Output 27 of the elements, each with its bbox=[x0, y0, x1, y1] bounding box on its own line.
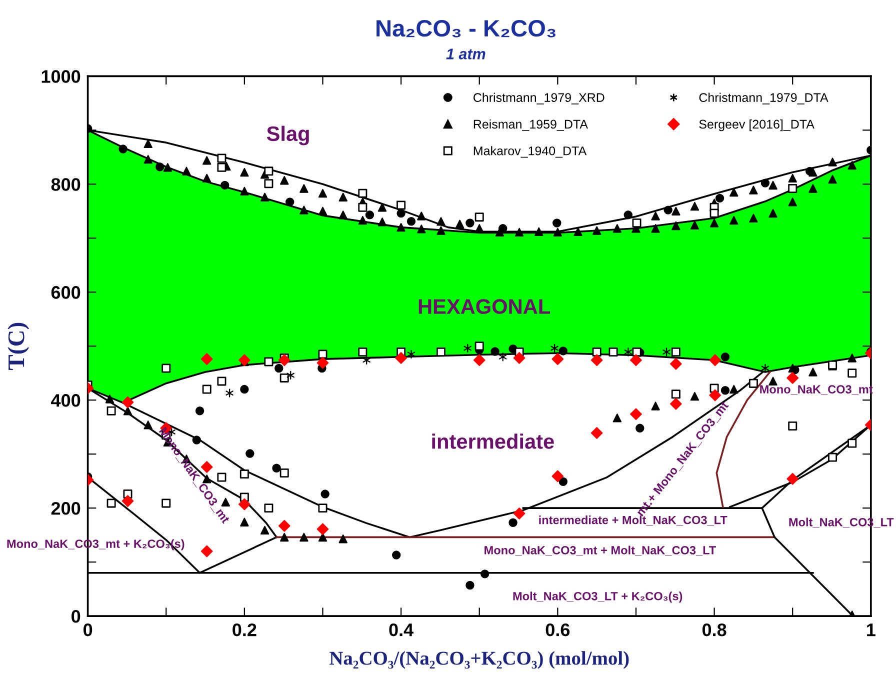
legend-label: Makarov_1940_DTA bbox=[474, 146, 587, 158]
annotation: Mono_NaK_CO3_mt + Molt_NaK_CO3_LT bbox=[484, 546, 716, 556]
chart-subtitle: 1 atm bbox=[446, 48, 486, 60]
legend-label: Sergeev [2016]_DTA bbox=[699, 119, 814, 132]
legend-label: Reisman_1959_DTA bbox=[474, 119, 588, 132]
x-tick-label: 0.8 bbox=[702, 623, 726, 636]
y-tick-label: 400 bbox=[51, 394, 80, 407]
annotation: Slag bbox=[266, 126, 309, 146]
y-tick-label: 0 bbox=[72, 610, 80, 623]
x-tick-label: 1 bbox=[867, 624, 876, 636]
y-tick-label: 800 bbox=[51, 178, 80, 191]
y-axis-title: T(C) bbox=[8, 322, 30, 370]
annotation: HEXAGONAL bbox=[418, 299, 550, 314]
x-tick-label: 0.4 bbox=[389, 623, 414, 636]
y-tick-label: 200 bbox=[51, 502, 80, 515]
annotation: Molt_NaK_CO3_LT + K₂CO₃(s) bbox=[513, 592, 682, 603]
x-axis-title: Na₂CO₃/(Na₂CO₃+K₂CO₃) (mol/mol) bbox=[330, 651, 629, 669]
x-tick-label: 0.2 bbox=[232, 623, 256, 636]
chart-title: Na₂CO₃ - K₂CO₃ bbox=[376, 20, 556, 38]
x-tick-label: 0.6 bbox=[546, 623, 570, 636]
legend-label: Christmann_1979_DTA bbox=[699, 92, 828, 104]
legend-label: Christmann_1979_XRD bbox=[474, 92, 604, 104]
y-tick-label: 1000 bbox=[42, 70, 80, 83]
annotation: intermediate bbox=[432, 434, 554, 449]
y-tick-label: 600 bbox=[51, 286, 80, 299]
annotation: intermediate + Molt_NaK_CO3_LT bbox=[539, 516, 728, 526]
x-tick-label: 0 bbox=[84, 623, 92, 636]
